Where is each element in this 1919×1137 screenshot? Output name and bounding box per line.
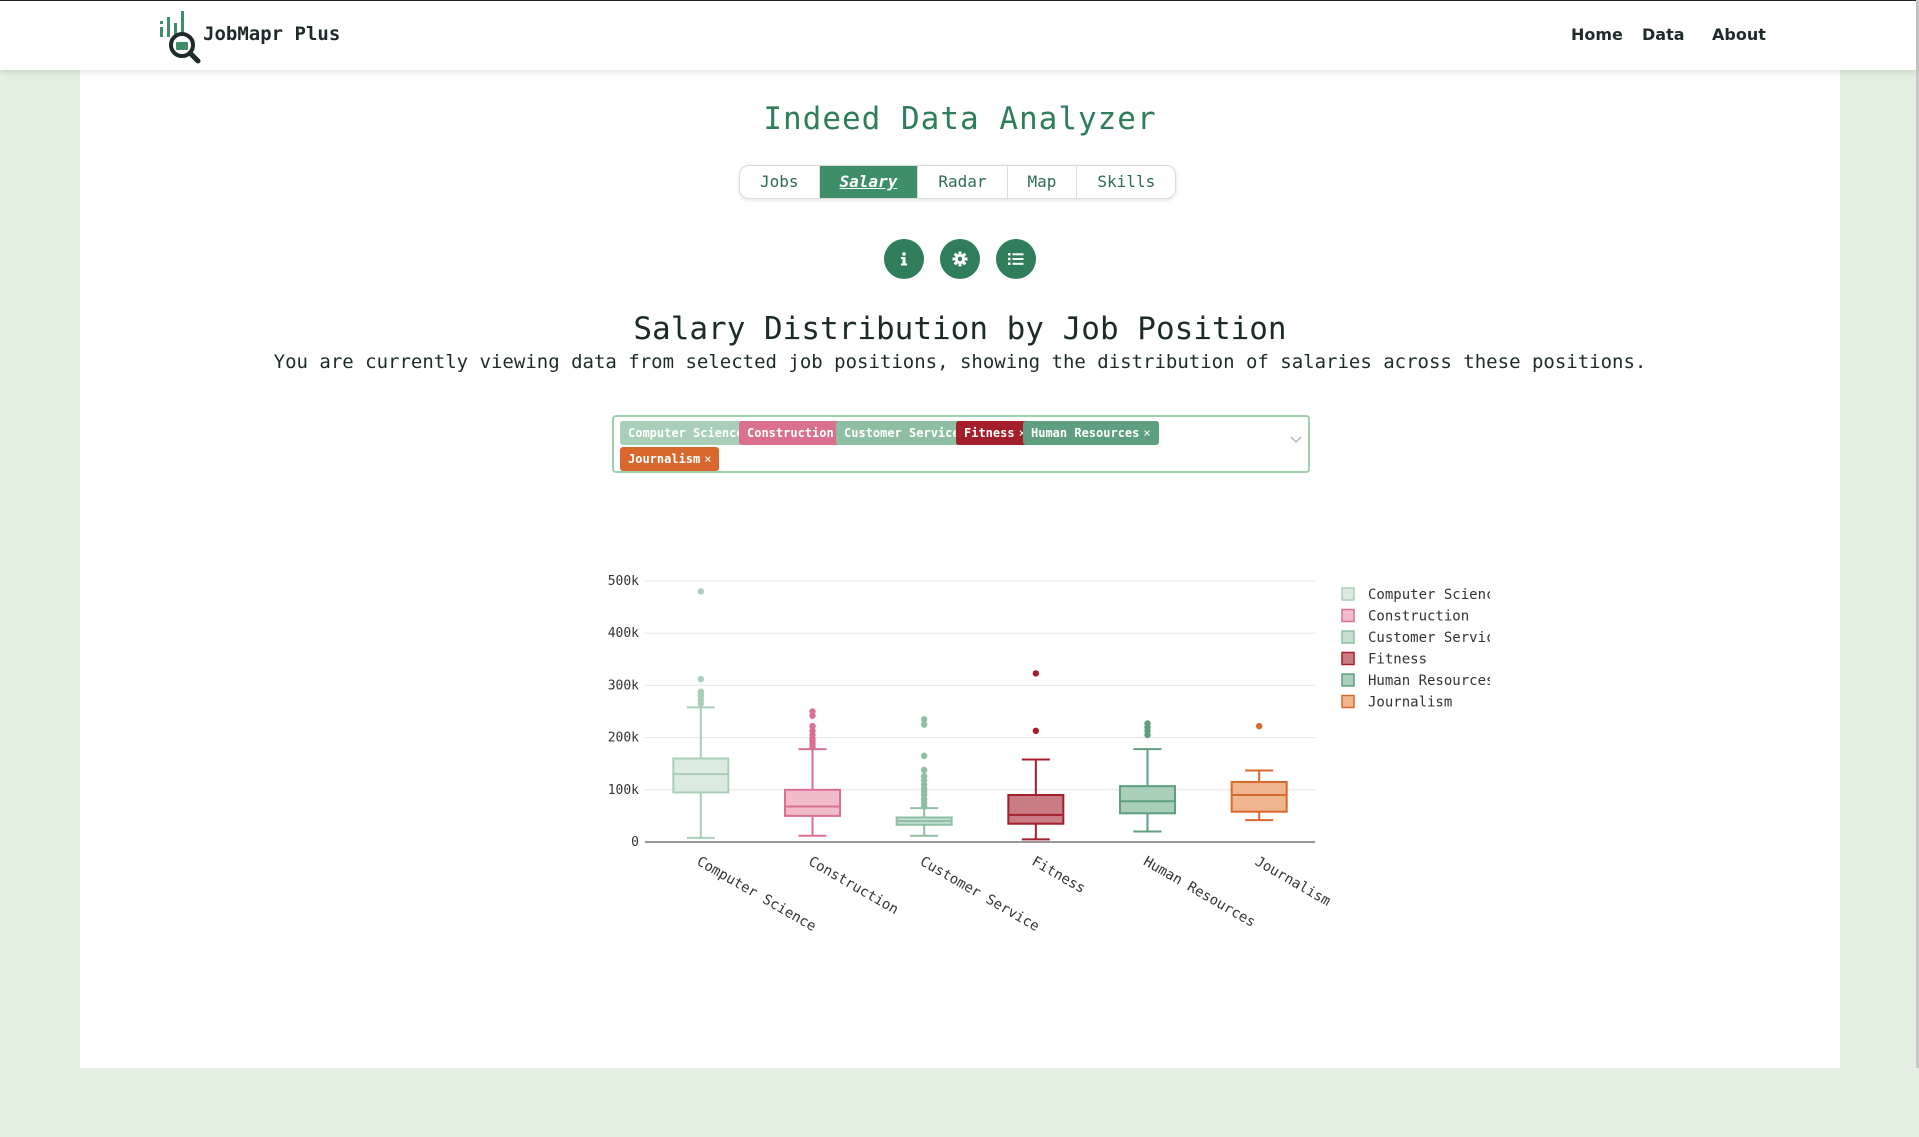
legend-label: Computer Science: [1368, 587, 1490, 603]
legend-swatch: [1341, 673, 1355, 687]
outlier-point: [920, 766, 928, 774]
chip-label: Human Resources: [1031, 426, 1140, 440]
outlier-point: [1032, 670, 1040, 677]
nav-home[interactable]: Home: [1571, 25, 1623, 44]
y-tick-label: 200k: [608, 731, 639, 746]
outlier-point: [809, 708, 816, 715]
page-scrollbar[interactable]: [1916, 0, 1919, 1068]
outlier-point: [809, 727, 816, 735]
chip-journalism: Journalism ×: [620, 447, 720, 471]
legend-label: Construction: [1368, 609, 1469, 625]
outlier-point: [920, 716, 928, 723]
x-tick-label: Journalism: [1252, 854, 1333, 910]
box-construction: [784, 788, 841, 817]
y-tick-label: 400k: [608, 626, 639, 641]
tab-map[interactable]: Map: [1008, 166, 1078, 198]
settings-button[interactable]: [940, 239, 980, 279]
box-computer-science: [672, 757, 730, 794]
y-tick-label: 300k: [608, 678, 639, 693]
chip-label: Journalism: [628, 452, 701, 466]
info-button[interactable]: [884, 239, 924, 279]
view-tabs: Jobs Salary Radar Map Skills: [739, 165, 1177, 199]
gear-icon: [952, 251, 968, 267]
outlier-point: [697, 688, 705, 695]
legend-label: Fitness: [1368, 652, 1427, 668]
chip-human-resources: Human Resources ×: [1023, 421, 1159, 445]
box-human-resources: [1119, 785, 1176, 815]
legend-swatch: [1341, 587, 1355, 601]
top-navbar: JobMapr Plus Home Data About: [0, 0, 1916, 70]
y-tick-label: 0: [631, 835, 639, 850]
y-tick-label: 500k: [608, 574, 639, 589]
chip-label: Computer Science: [628, 426, 744, 440]
outlier-point: [809, 722, 816, 730]
tab-radar[interactable]: Radar: [918, 166, 1008, 198]
nav-about[interactable]: About: [1712, 25, 1766, 44]
nav-data[interactable]: Data: [1642, 25, 1685, 44]
y-tick-label: 100k: [608, 783, 639, 798]
legend-label: Journalism: [1368, 695, 1452, 711]
x-tick-label: Fitness: [1029, 854, 1088, 897]
legend-label: Customer Service: [1368, 630, 1490, 646]
box-fitness: [1007, 794, 1065, 825]
legend-swatch: [1341, 608, 1355, 623]
logo-icon[interactable]: [158, 9, 206, 65]
x-tick-label: Customer Service: [917, 854, 1042, 935]
outlier-point: [1032, 727, 1040, 735]
chip-remove-icon[interactable]: ×: [704, 452, 712, 466]
chart-subtitle: You are currently viewing data from sele…: [273, 351, 1647, 373]
box-journalism: [1230, 780, 1288, 813]
chip-label: Customer Service: [844, 426, 960, 440]
outlier-point: [1144, 720, 1151, 727]
info-icon: [901, 252, 907, 266]
main-content: Indeed Data Analyzer Jobs Salary Radar M…: [80, 69, 1840, 1068]
outlier-point: [920, 752, 928, 760]
x-tick-label: Construction: [806, 854, 902, 918]
chip-remove-icon[interactable]: ×: [1019, 426, 1026, 440]
outlier-point: [697, 588, 705, 595]
outlier-point: [1255, 722, 1263, 730]
chip-fitness: Fitness ×: [956, 421, 1034, 445]
legend-swatch: [1341, 630, 1355, 644]
x-tick-label: Computer Science: [694, 854, 819, 935]
chip-label: Construction: [747, 426, 834, 440]
outlier-point: [920, 721, 928, 728]
brand-name[interactable]: JobMapr Plus: [203, 23, 341, 45]
list-icon: [1008, 253, 1024, 265]
list-button[interactable]: [996, 239, 1036, 279]
chip-label: Fitness: [964, 426, 1015, 440]
x-tick-label: Human Resources: [1141, 854, 1258, 931]
chart-title: Salary Distribution by Job Position: [633, 311, 1287, 347]
chip-remove-icon[interactable]: ×: [1143, 426, 1151, 440]
job-position-select[interactable]: Computer Science × Construction × Customer…: [612, 415, 1310, 473]
outlier-point: [920, 773, 928, 780]
outlier-point: [697, 675, 705, 683]
app-title: Indeed Data Analyzer: [763, 101, 1157, 137]
chevron-down-icon[interactable]: [1288, 431, 1304, 447]
legend-swatch: [1341, 651, 1355, 666]
tab-jobs[interactable]: Jobs: [740, 166, 820, 198]
tab-skills[interactable]: Skills: [1097, 172, 1156, 191]
tab-salary[interactable]: Salary: [819, 166, 919, 198]
legend-label: Human Resources: [1368, 673, 1490, 689]
legend-swatch: [1341, 694, 1355, 709]
